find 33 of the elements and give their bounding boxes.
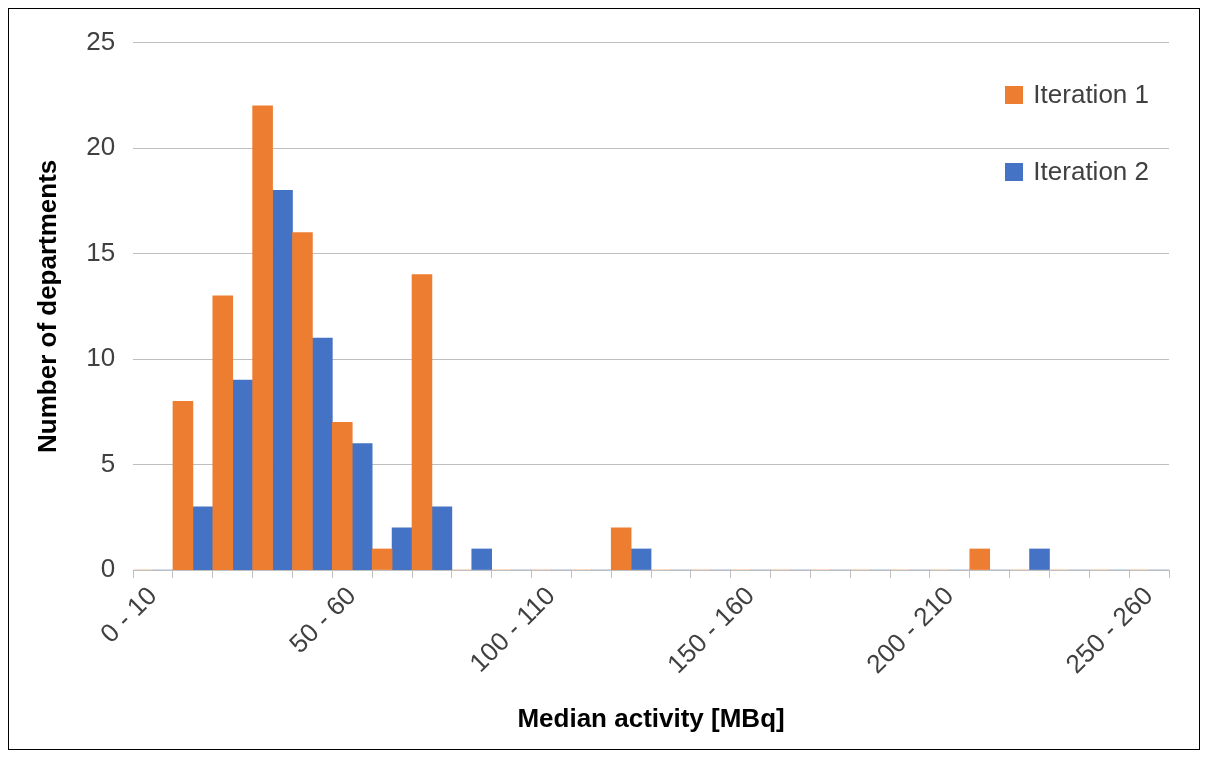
bar <box>431 506 453 570</box>
y-axis-title: Number of departments <box>31 159 62 453</box>
x-tick-label: 100 - 110 <box>463 580 561 678</box>
y-tick-label: 25 <box>86 25 116 56</box>
y-tick-label: 15 <box>86 236 116 267</box>
bar <box>172 400 194 570</box>
bar <box>411 274 433 570</box>
bar <box>471 548 493 570</box>
x-axis-title: Median activity [MBq] <box>517 702 785 733</box>
bar <box>212 295 234 570</box>
bar <box>292 232 313 570</box>
bar <box>272 189 293 570</box>
bar <box>1029 548 1050 570</box>
bar <box>312 337 333 570</box>
x-tick-label: 150 - 160 <box>661 580 760 680</box>
bar <box>351 443 373 570</box>
bar <box>252 105 273 570</box>
bar <box>610 527 632 570</box>
legend-label: Iteration 2 <box>1033 156 1149 187</box>
bar <box>332 422 353 570</box>
x-tick-label: 200 - 210 <box>860 580 960 680</box>
x-tick-label: 250 - 260 <box>1059 580 1159 680</box>
y-tick-label: 20 <box>86 131 116 162</box>
bar <box>969 548 991 570</box>
bar <box>630 548 652 570</box>
y-tick-label: 5 <box>100 447 116 478</box>
legend-label: Iteration 1 <box>1033 79 1149 110</box>
bar <box>192 506 214 570</box>
bar <box>391 527 413 570</box>
bar <box>371 548 393 570</box>
bar <box>232 379 253 570</box>
x-tick-label: 50 - 60 <box>283 580 362 659</box>
y-tick-label: 10 <box>86 342 116 373</box>
